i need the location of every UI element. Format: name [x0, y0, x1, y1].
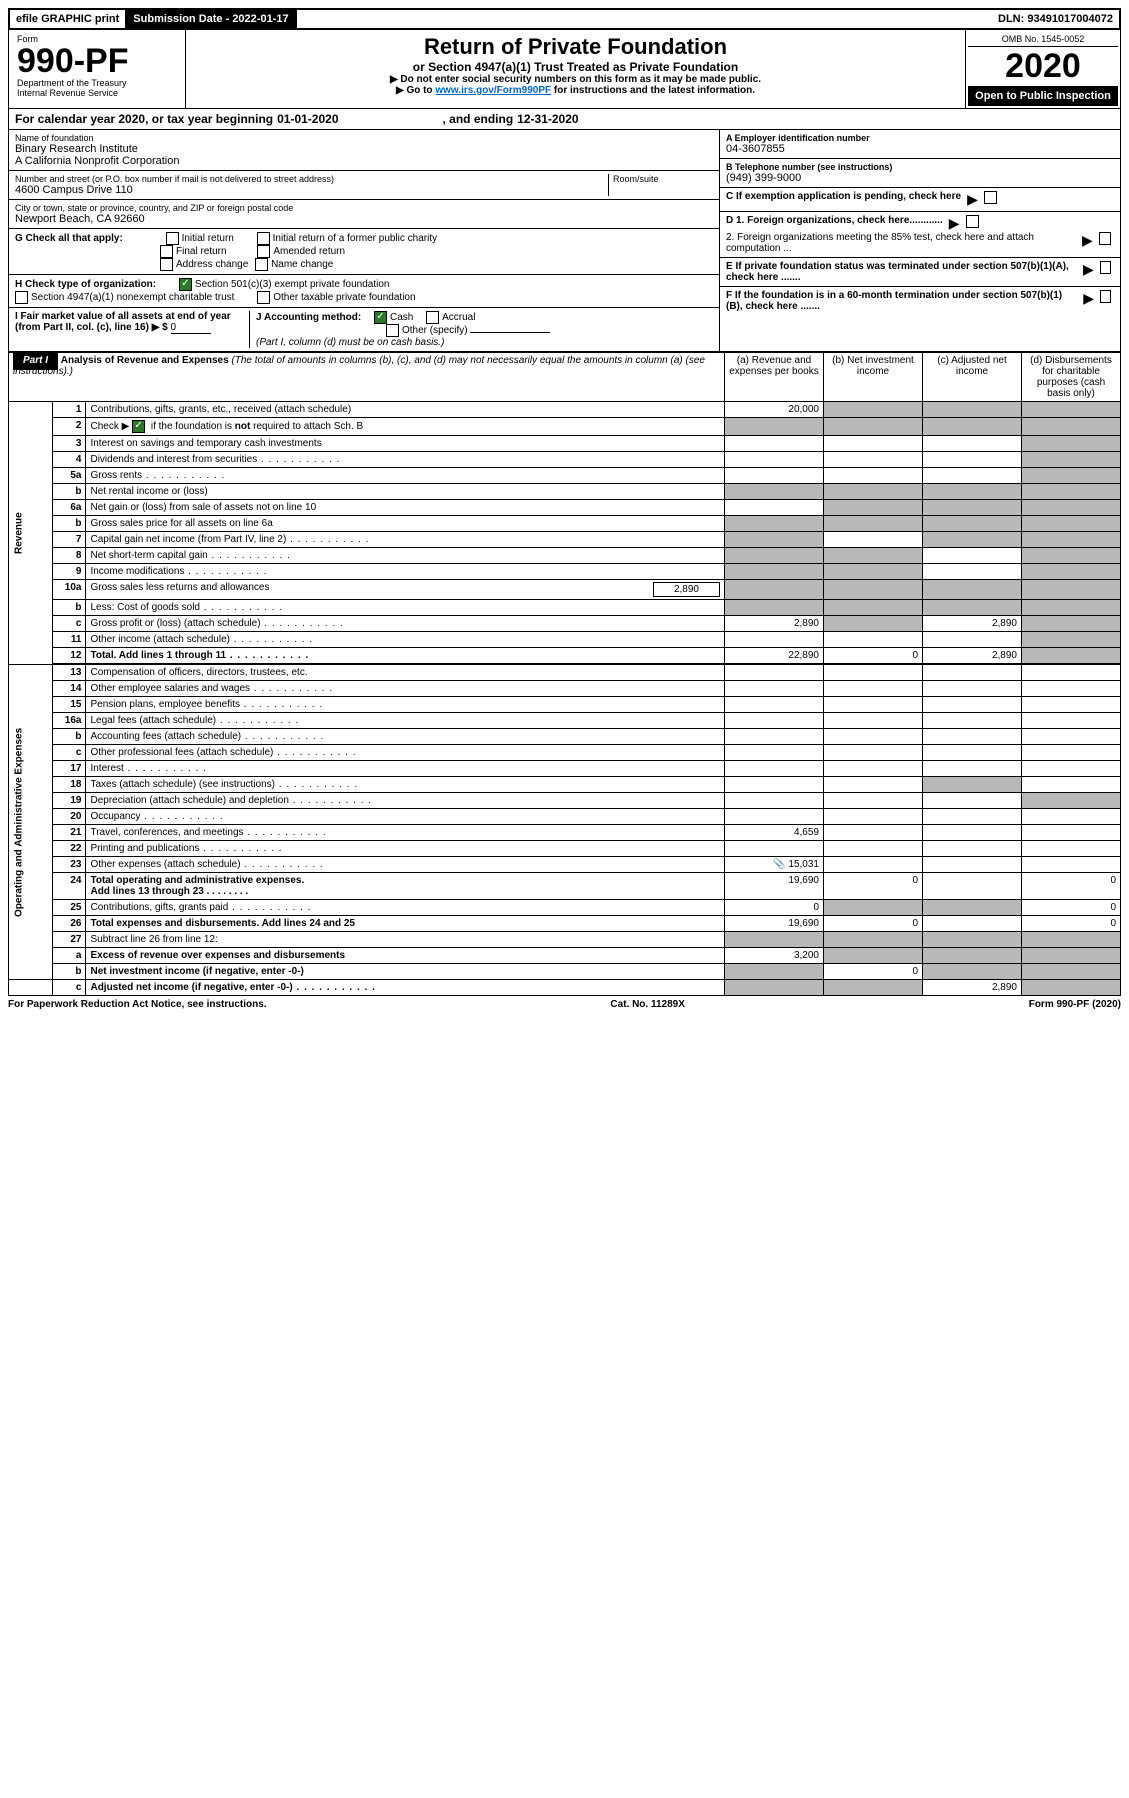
form-header: Form 990-PF Department of the Treasury I… [8, 30, 1121, 109]
section-j: J Accounting method: Cash Accrual Other … [250, 311, 713, 348]
footer-mid: Cat. No. 11289X [610, 999, 684, 1010]
l26-b: 0 [824, 916, 923, 932]
expenses-label: Operating and Administrative Expenses [9, 665, 53, 980]
chk-f[interactable] [1100, 290, 1111, 303]
section-i: I Fair market value of all assets at end… [15, 311, 250, 348]
street-address: 4600 Campus Drive 110 [15, 184, 608, 196]
l21-a: 4,659 [725, 825, 824, 841]
year-end: 12-31-2020 [517, 112, 578, 126]
ein-value: 04-3607855 [726, 143, 1114, 155]
chk-4947[interactable] [15, 291, 28, 304]
year-begin: 01-01-2020 [277, 112, 338, 126]
l27c-c: 2,890 [923, 980, 1022, 996]
chk-schb[interactable] [132, 420, 145, 433]
l26-d: 0 [1022, 916, 1121, 932]
top-bar: efile GRAPHIC print Submission Date - 20… [8, 8, 1121, 30]
l24-d: 0 [1022, 873, 1121, 900]
chk-501c3[interactable] [179, 278, 192, 291]
foundation-name-2: A California Nonprofit Corporation [15, 155, 713, 167]
l24-a: 19,690 [725, 873, 824, 900]
foundation-name: Binary Research Institute [15, 143, 713, 155]
entity-info: Name of foundation Binary Research Insti… [8, 130, 1121, 352]
analysis-table: Part I Analysis of Revenue and Expenses … [8, 352, 1121, 996]
col-c: (c) Adjusted net income [923, 353, 1022, 402]
chk-initial[interactable] [166, 232, 179, 245]
l10c-c: 2,890 [923, 616, 1022, 632]
l25-a: 0 [725, 900, 824, 916]
irs-label: Internal Revenue Service [17, 88, 177, 98]
fmv-value: 0 [171, 322, 211, 334]
chk-c[interactable] [984, 191, 997, 204]
dln: DLN: 93491017004072 [992, 10, 1119, 28]
col-b: (b) Net investment income [824, 353, 923, 402]
inspection-badge: Open to Public Inspection [968, 86, 1118, 106]
chk-accrual[interactable] [426, 311, 439, 324]
room-suite: Room/suite [608, 174, 713, 196]
city-state-zip: Newport Beach, CA 92660 [15, 213, 713, 225]
chk-amended[interactable] [257, 245, 270, 258]
l10a-inline: 2,890 [653, 582, 720, 597]
chk-e[interactable] [1100, 261, 1111, 274]
section-h: H Check type of organization: Section 50… [9, 275, 719, 308]
form-title: Return of Private Foundation [194, 34, 957, 60]
form-number: 990-PF [17, 44, 177, 78]
l12-b: 0 [824, 648, 923, 664]
chk-address[interactable] [160, 258, 173, 271]
l23-a: 15,031 [788, 859, 819, 870]
note-ssn: ▶ Do not enter social security numbers o… [194, 74, 957, 85]
irs-link[interactable]: www.irs.gov/Form990PF [435, 85, 551, 96]
chk-d2[interactable] [1099, 232, 1111, 245]
l25-d: 0 [1022, 900, 1121, 916]
col-d: (d) Disbursements for charitable purpose… [1022, 353, 1121, 402]
l12-c: 2,890 [923, 648, 1022, 664]
tax-year: 2020 [968, 47, 1118, 86]
section-g: G Check all that apply: Initial return I… [9, 229, 719, 275]
chk-other-taxable[interactable] [257, 291, 270, 304]
note-link: ▶ Go to www.irs.gov/Form990PF for instru… [194, 85, 957, 96]
chk-other-method[interactable] [386, 324, 399, 337]
footer-left: For Paperwork Reduction Act Notice, see … [8, 999, 267, 1010]
l24-b: 0 [824, 873, 923, 900]
calendar-year-row: For calendar year 2020, or tax year begi… [8, 109, 1121, 130]
col-a: (a) Revenue and expenses per books [725, 353, 824, 402]
footer-right: Form 990-PF (2020) [1029, 999, 1121, 1010]
omb-number: OMB No. 1545-0052 [968, 32, 1118, 47]
l10c-a: 2,890 [725, 616, 824, 632]
page-footer: For Paperwork Reduction Act Notice, see … [8, 996, 1121, 1013]
chk-name[interactable] [255, 258, 268, 271]
revenue-label: Revenue [9, 402, 53, 665]
l12-a: 22,890 [725, 648, 824, 664]
dept-label: Department of the Treasury [17, 78, 177, 88]
l1-a: 20,000 [725, 402, 824, 418]
l27a-a: 3,200 [725, 948, 824, 964]
efile-label[interactable]: efile GRAPHIC print [10, 10, 127, 28]
chk-d1[interactable] [966, 215, 979, 228]
l27b-b: 0 [824, 964, 923, 980]
phone-value: (949) 399-9000 [726, 172, 1114, 184]
submission-date: Submission Date - 2022-01-17 [127, 10, 296, 28]
form-subtitle: or Section 4947(a)(1) Trust Treated as P… [194, 60, 957, 74]
chk-final[interactable] [160, 245, 173, 258]
chk-cash[interactable] [374, 311, 387, 324]
attach-icon[interactable]: 📎 [773, 859, 785, 870]
chk-initial-former[interactable] [257, 232, 270, 245]
l26-a: 19,690 [725, 916, 824, 932]
